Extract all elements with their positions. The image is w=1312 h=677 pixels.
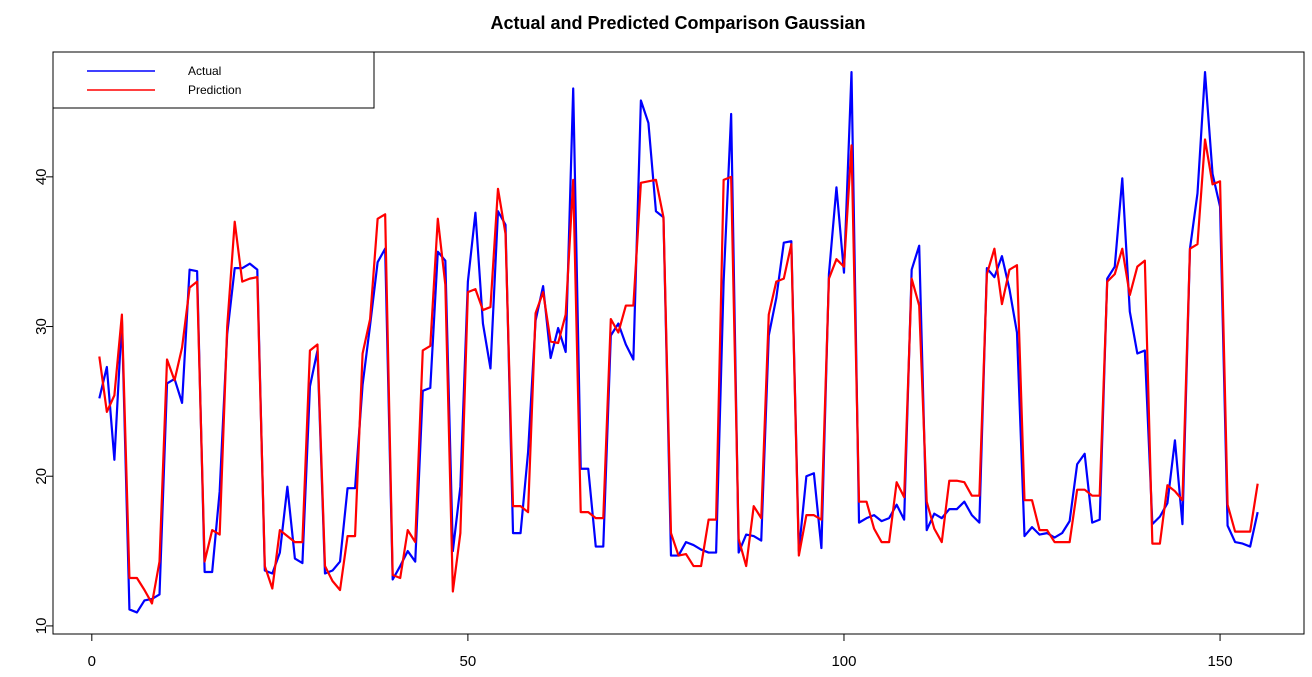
- y-tick-label: 30: [33, 318, 50, 335]
- legend-box: [52, 51, 375, 109]
- x-tick-label: 0: [88, 653, 96, 670]
- chart-title: Actual and Predicted Comparison Gaussian: [490, 13, 865, 33]
- x-tick-label: 100: [831, 653, 856, 670]
- series-line: [98, 138, 1259, 605]
- y-tick-label: 20: [33, 468, 50, 485]
- x-tick-label: 50: [460, 653, 477, 670]
- legend-label: Prediction: [188, 83, 241, 97]
- series-line: [98, 70, 1259, 614]
- legend-label: Actual: [188, 64, 221, 78]
- y-tick-label: 10: [33, 618, 50, 635]
- x-tick-label: 150: [1208, 653, 1233, 670]
- plot-frame: [52, 51, 1305, 635]
- y-tick-label: 40: [33, 168, 50, 185]
